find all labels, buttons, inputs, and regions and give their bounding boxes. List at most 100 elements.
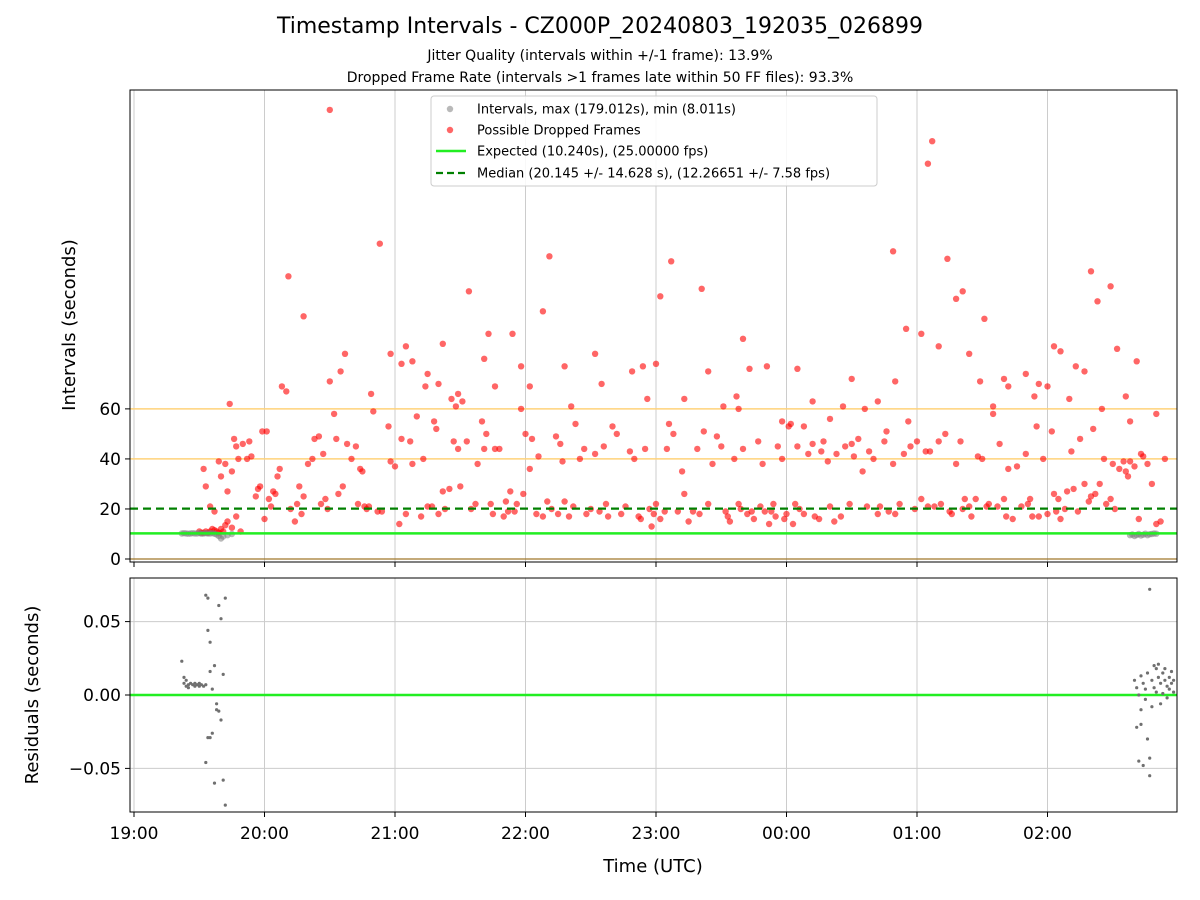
dropped-frame-point [1050,490,1058,498]
dropped-frame-point [783,510,790,518]
residual-point [1145,737,1150,741]
dropped-frame-point [870,455,877,463]
y-tick-label: −0.05 [69,759,121,779]
dropped-frame-point [961,495,968,503]
dropped-frame-point [326,378,333,385]
dropped-frame-point [889,248,897,255]
dropped-frame-point [696,510,703,518]
dropped-frame-point [600,443,607,450]
dropped-frame-point [581,445,588,453]
x-tick-label: 22:00 [501,824,550,844]
dropped-frame-point [818,448,825,455]
dropped-frame-point [1074,508,1082,515]
dropped-frame-point [267,503,275,510]
dropped-frame-point [330,410,338,418]
dropped-frame-point [842,443,849,450]
dropped-frame-point [433,425,440,433]
dropped-frame-point [504,508,512,515]
residual-point [1156,675,1160,680]
dropped-frame-point [598,380,605,388]
residual-point [206,628,210,633]
dropped-frame-point [1113,345,1121,352]
dropped-frame-point [1000,375,1008,383]
dropped-frame-point [609,423,616,430]
residual-point [1135,686,1139,690]
dropped-frame-point [533,510,540,518]
dropped-frame-point [256,483,264,490]
dropped-frame-point [341,350,349,357]
dropped-frame-point [602,500,610,508]
dropped-frame-point [698,285,705,292]
dropped-frame-point [420,455,427,463]
residual-point [217,709,221,713]
dropped-frame-point [996,440,1003,448]
dropped-frame-point [772,513,779,520]
dropped-frame-point [252,493,259,500]
dropped-frame-point [565,513,573,520]
dropped-frame-point [826,503,834,510]
dropped-frame-point [333,435,340,443]
residual-point [180,659,184,663]
dropped-frame-point [513,500,520,508]
dropped-frame-point [317,500,325,508]
dropped-frame-point [737,505,744,513]
dropped-frame-point [1081,368,1088,375]
dropped-frame-point [765,520,773,528]
dropped-frame-point [517,363,525,370]
dropped-frame-point [761,508,768,515]
dropped-frame-point [935,438,942,445]
dropped-frame-point [263,428,270,435]
residual-point [1143,687,1147,691]
residual-point [219,718,223,722]
dropped-frame-point [339,483,346,490]
residual-point [1169,669,1174,674]
dropped-frame-point [274,473,281,480]
dropped-frame-point [454,445,462,453]
dropped-frame-point [248,453,255,460]
dropped-frame-point [661,508,668,515]
dropped-frame-point [398,360,405,367]
residual-point [1137,693,1141,697]
dropped-frame-point [337,368,344,375]
dropped-frame-point [805,450,812,458]
dropped-frame-point [678,468,686,475]
dropped-frame-point [224,518,231,525]
residual-point [221,672,225,677]
dropped-frame-point [1035,380,1043,388]
dropped-frame-point [918,330,925,337]
dropped-frame-point [1040,455,1047,463]
dropped-frame-point [985,500,992,508]
dropped-frame-point [976,378,984,385]
dropped-frame-point [665,420,673,428]
dropped-frame-point [483,430,490,438]
residuals-panel: 0.05 0.00 −0.05 19:00 20:00 21:00 22:00 23:00 00… [69,577,1178,844]
dropped-frame-point [1098,405,1106,413]
dropped-frame-point [1133,358,1140,365]
dropped-frame-point [641,445,649,453]
dropped-frame-point [485,330,492,337]
dropped-frame-point [1124,473,1132,480]
dropped-frame-point [291,518,299,525]
dropped-frame-point [1072,363,1080,370]
dropped-frame-point [583,510,590,518]
dropped-frame-point [278,383,286,390]
residual-point [1135,725,1139,729]
dropped-frame-point [918,495,925,503]
dropped-frame-point [731,455,738,463]
dropped-frame-point [352,443,360,450]
dropped-frame-point [663,445,671,453]
dropped-frame-point [1107,283,1114,290]
dropped-frame-point [902,325,910,332]
dropped-frame-point [568,403,575,410]
chart-subtitle-dropped: Dropped Frame Rate (intervals >1 frames … [346,70,854,86]
dropped-frame-point [750,515,758,523]
residual-point [1152,664,1156,668]
dropped-frame-point [409,358,416,365]
y-tick-label: 40 [99,450,121,470]
dropped-frame-point [800,510,808,518]
dropped-frame-point [626,448,634,455]
dropped-frame-point [452,403,460,410]
legend-intervals-label: Intervals, max (179.012s), min (8.011s) [477,103,736,118]
dropped-frame-point [1061,505,1069,513]
dropped-frame-point [644,395,651,403]
